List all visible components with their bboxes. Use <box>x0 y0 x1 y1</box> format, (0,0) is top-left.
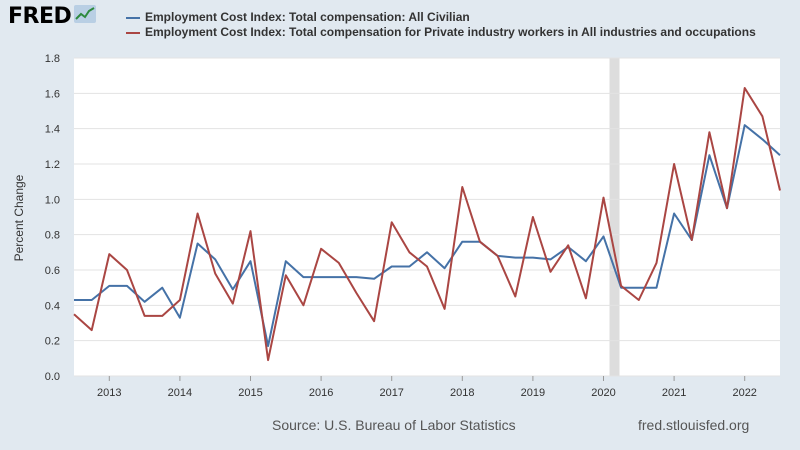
y-tick-label: 1.8 <box>45 53 60 65</box>
series-line-civilian[interactable] <box>74 124 781 347</box>
y-tick-label: 0.8 <box>45 230 60 242</box>
x-tick-label: 2021 <box>662 387 686 399</box>
legend-label-private: Employment Cost Index: Total compensatio… <box>145 25 756 39</box>
legend-swatch-private <box>126 31 140 34</box>
y-tick-label: 0.0 <box>45 371 60 383</box>
y-tick-label: 1.0 <box>45 194 60 206</box>
fred-logo[interactable]: FRED <box>8 4 97 29</box>
plot-area <box>74 58 780 376</box>
x-tick-label: 2019 <box>521 387 545 399</box>
x-tick-label: 2022 <box>732 387 756 399</box>
x-tick-label: 2017 <box>379 387 403 399</box>
source-note: Source: U.S. Bureau of Labor Statistics <box>272 417 516 433</box>
legend-item-civilian[interactable]: Employment Cost Index: Total compensatio… <box>126 10 756 25</box>
series-line-private[interactable] <box>73 87 781 362</box>
fred-logo-text: FRED <box>8 4 72 29</box>
x-axis-ticks: 2013 2014 2015 2016 2017 2018 2019 2020 2021 2022 <box>97 376 757 399</box>
recession-shading <box>609 58 620 376</box>
y-tick-label: 1.4 <box>45 124 60 136</box>
x-tick-label: 2018 <box>450 387 474 399</box>
legend-label-civilian: Employment Cost Index: Total compensatio… <box>145 10 470 24</box>
x-tick-label: 2013 <box>97 387 121 399</box>
x-tick-label: 2016 <box>309 387 333 399</box>
y-tick-label: 0.4 <box>45 300 60 312</box>
recession-band <box>609 58 620 376</box>
y-tick-label: 1.6 <box>45 88 60 100</box>
series-lines <box>73 87 781 362</box>
y-tick-label: 0.2 <box>45 336 60 348</box>
y-axis-ticks: 0.0 0.2 0.4 0.6 0.8 1.0 1.2 1.4 1.6 1.8 <box>45 53 60 383</box>
x-tick-label: 2015 <box>238 387 262 399</box>
fred-chart-icon <box>74 5 97 28</box>
legend-item-private[interactable]: Employment Cost Index: Total compensatio… <box>126 25 756 40</box>
x-tick-label: 2014 <box>168 387 192 399</box>
y-tick-label: 0.6 <box>45 265 60 277</box>
fred-url-link[interactable]: fred.stlouisfed.org <box>638 417 750 433</box>
legend-swatch-civilian <box>126 16 140 19</box>
x-tick-label: 2020 <box>591 387 615 399</box>
chart-legend: Employment Cost Index: Total compensatio… <box>126 10 756 40</box>
y-tick-label: 1.2 <box>45 159 60 171</box>
